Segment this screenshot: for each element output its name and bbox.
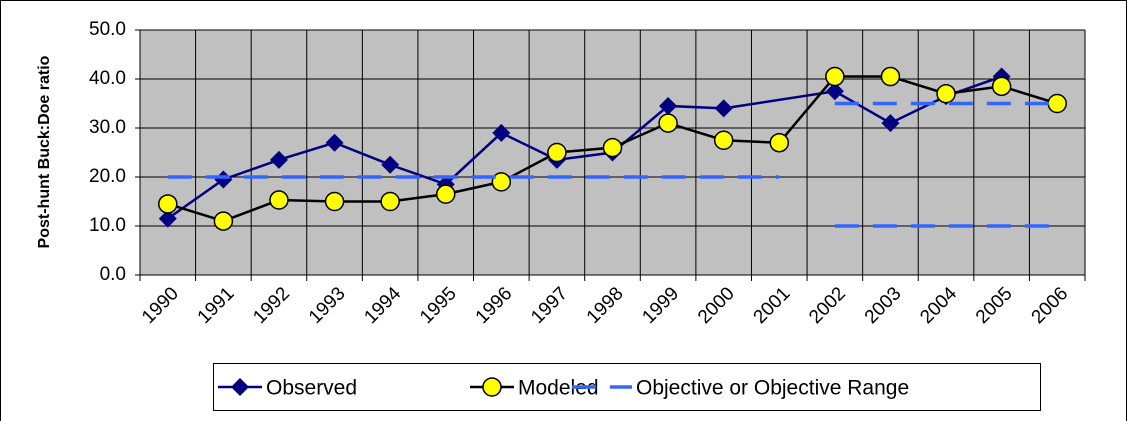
data-point <box>602 137 623 158</box>
data-point <box>324 191 345 212</box>
data-point <box>381 155 400 174</box>
data-point <box>659 96 678 115</box>
data-point <box>658 113 678 133</box>
data-point <box>158 209 177 228</box>
y-tick-label: 20.0 <box>89 166 126 187</box>
data-point <box>380 191 400 212</box>
legend-label: Modeled <box>518 377 599 400</box>
legend-marker <box>231 378 249 396</box>
data-point <box>991 76 1012 97</box>
data-point <box>491 172 512 192</box>
legend-label: Objective or Objective Range <box>636 377 909 400</box>
y-axis-label: Post-hunt Buck:Doe ratio <box>36 55 53 248</box>
data-point <box>825 82 844 101</box>
data-point <box>269 190 289 210</box>
data-point <box>213 211 234 231</box>
y-tick-label: 30.0 <box>89 117 126 138</box>
legend-marker <box>482 377 502 397</box>
data-point <box>492 123 511 142</box>
data-point <box>158 194 178 214</box>
data-point <box>325 133 344 152</box>
y-tick-label: 0.0 <box>100 264 126 285</box>
data-point <box>825 66 845 87</box>
data-point <box>214 170 233 189</box>
y-tick-label: 40.0 <box>89 68 126 89</box>
data-point <box>881 114 900 133</box>
y-tick-label: 10.0 <box>89 215 126 236</box>
data-point <box>769 132 790 153</box>
data-point <box>714 99 733 118</box>
data-point <box>547 142 567 163</box>
legend-label: Observed <box>266 377 357 400</box>
data-point <box>269 150 288 169</box>
data-point <box>713 130 734 150</box>
y-tick-label: 50.0 <box>89 19 126 40</box>
data-point <box>880 66 901 87</box>
data-point <box>936 83 956 104</box>
data-point <box>435 184 456 204</box>
